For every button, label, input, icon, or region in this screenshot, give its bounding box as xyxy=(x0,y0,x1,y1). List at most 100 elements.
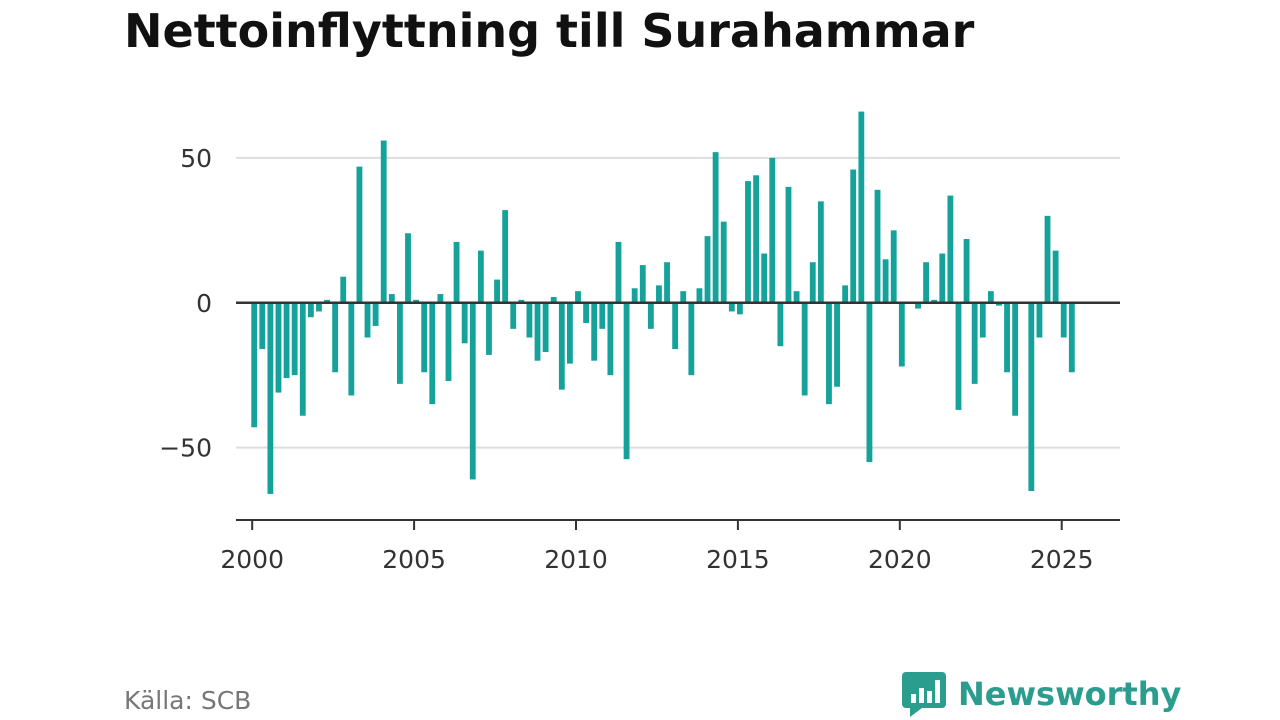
x-axis: 2000 2005 2010 2015 2020 2025 xyxy=(220,519,1120,574)
bar xyxy=(923,262,930,303)
bar xyxy=(996,302,1002,306)
bar xyxy=(575,291,581,303)
bar xyxy=(939,253,946,303)
bar xyxy=(494,279,500,303)
bar xyxy=(526,302,533,338)
bar xyxy=(664,262,670,303)
bar xyxy=(364,302,371,338)
bar xyxy=(882,259,889,303)
bar xyxy=(388,294,395,303)
bar xyxy=(769,157,776,303)
bar xyxy=(785,186,792,303)
bar xyxy=(672,302,679,350)
x-tick-label: 2010 xyxy=(544,545,608,574)
bar xyxy=(801,302,808,396)
bar xyxy=(639,265,646,303)
bar xyxy=(437,294,444,303)
bar xyxy=(1052,250,1059,303)
bar xyxy=(267,302,274,494)
bar xyxy=(647,302,654,329)
bar xyxy=(915,302,921,309)
y-axis-ticks: 50 0 −50 xyxy=(159,144,212,463)
bar xyxy=(1068,302,1075,373)
bar xyxy=(793,291,800,303)
bar xyxy=(534,302,541,361)
x-tick-label: 2020 xyxy=(868,545,932,574)
x-tick-label: 2005 xyxy=(382,545,446,574)
bar xyxy=(745,181,751,303)
bar xyxy=(542,302,549,352)
bar xyxy=(566,302,573,364)
bar xyxy=(607,302,614,376)
bar xyxy=(340,276,347,303)
bar xyxy=(307,302,314,318)
bar xyxy=(777,302,784,347)
bar xyxy=(283,302,290,379)
bar xyxy=(413,299,420,303)
bar xyxy=(971,302,978,384)
bar xyxy=(324,299,330,303)
bar xyxy=(1004,302,1010,373)
bar xyxy=(866,302,873,463)
bar xyxy=(850,169,857,303)
bar xyxy=(720,221,727,303)
bar xyxy=(696,288,703,303)
bar xyxy=(1044,215,1051,303)
bar xyxy=(947,195,954,303)
bar xyxy=(704,236,711,303)
bar xyxy=(372,302,379,326)
bar xyxy=(348,302,355,396)
bar xyxy=(405,233,411,303)
bar xyxy=(380,140,387,303)
bar xyxy=(275,302,282,393)
bar xyxy=(421,302,428,373)
bar xyxy=(591,302,598,361)
bar xyxy=(656,285,662,303)
bar xyxy=(809,262,816,303)
bar xyxy=(299,302,306,416)
bar xyxy=(890,230,897,303)
x-tick-label: 2025 xyxy=(1030,545,1094,574)
bar xyxy=(502,210,509,303)
bar xyxy=(753,175,760,303)
brand-logo: Newsworthy xyxy=(902,670,1181,718)
bar xyxy=(931,299,938,303)
bar xyxy=(558,302,565,390)
bar xyxy=(445,302,452,381)
bar xyxy=(979,302,986,338)
bar xyxy=(469,302,476,480)
bar xyxy=(955,302,962,410)
bar xyxy=(1028,302,1035,492)
bar xyxy=(987,291,994,303)
x-tick-label: 2015 xyxy=(706,545,770,574)
bars xyxy=(251,111,1075,494)
bar xyxy=(834,302,840,387)
chart-title: Nettoinflyttning till Surahammar xyxy=(124,4,975,58)
bar xyxy=(518,299,525,303)
bar xyxy=(615,241,622,303)
bar xyxy=(736,302,743,315)
bar xyxy=(477,250,484,303)
bar xyxy=(453,241,460,303)
bar xyxy=(461,302,468,344)
bar xyxy=(599,302,606,329)
bar xyxy=(842,285,849,303)
bar xyxy=(712,152,719,303)
bar xyxy=(963,239,970,303)
bar xyxy=(332,302,339,373)
bar xyxy=(761,253,768,303)
bar xyxy=(728,302,735,312)
y-tick-label: 50 xyxy=(180,144,212,173)
bar xyxy=(291,302,298,376)
bar xyxy=(251,302,258,428)
bar xyxy=(429,302,436,405)
brand-name: Newsworthy xyxy=(958,675,1182,713)
source-label: Källa: SCB xyxy=(124,686,252,715)
x-tick-label: 2000 xyxy=(220,545,284,574)
bar xyxy=(486,302,492,355)
y-tick-label: −50 xyxy=(159,434,212,463)
bar xyxy=(1036,302,1043,338)
bar xyxy=(259,302,266,350)
bar xyxy=(1012,302,1019,416)
